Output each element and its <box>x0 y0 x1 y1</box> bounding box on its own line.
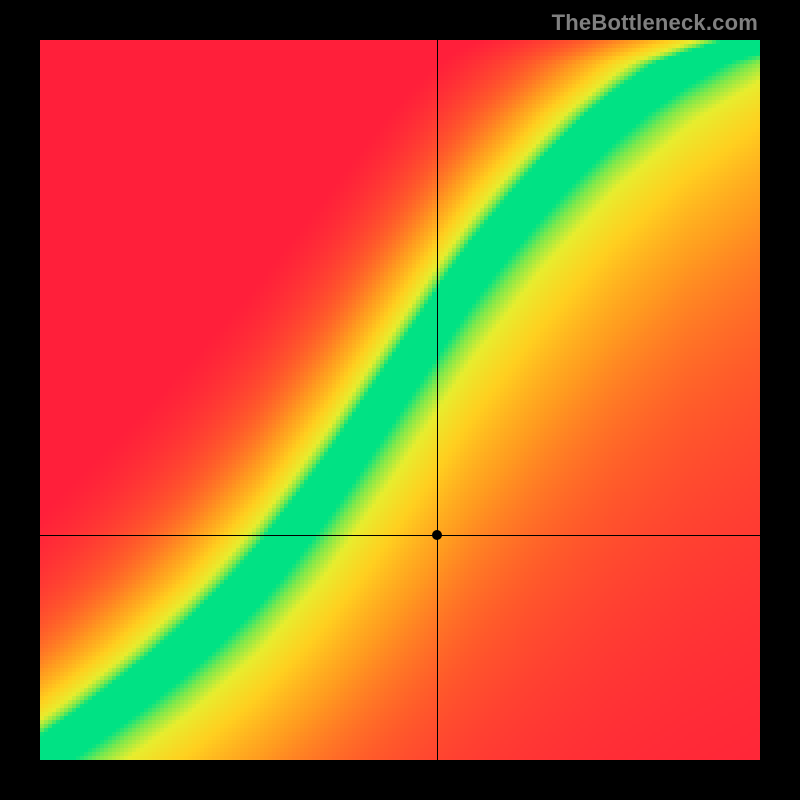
watermark-text: TheBottleneck.com <box>552 10 758 36</box>
crosshair-horizontal <box>40 535 760 536</box>
bottleneck-heatmap <box>40 40 760 760</box>
selection-marker <box>432 530 442 540</box>
plot-area <box>40 40 760 760</box>
chart-container: TheBottleneck.com <box>0 0 800 800</box>
crosshair-vertical <box>437 40 438 760</box>
